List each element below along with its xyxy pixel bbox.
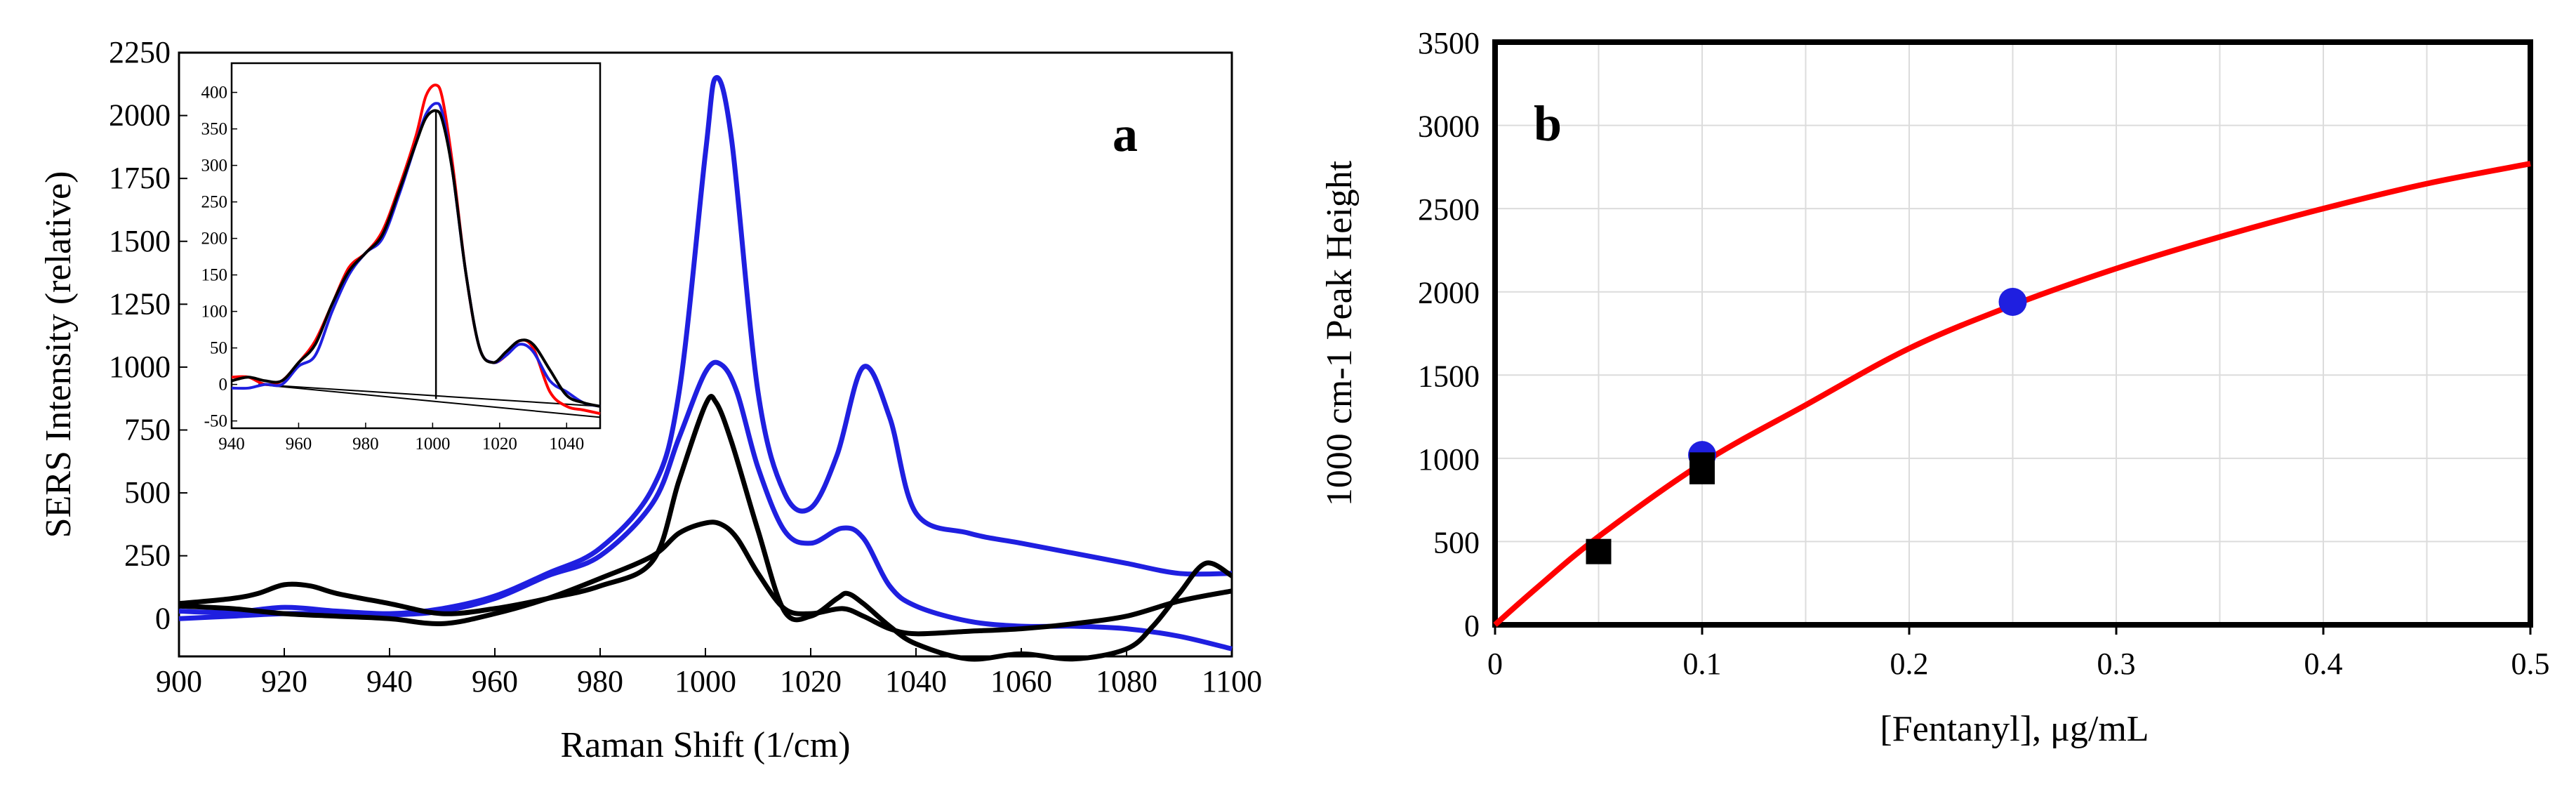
inset-baseline-1 bbox=[258, 383, 601, 418]
inset-y-tick-label: 400 bbox=[201, 84, 228, 102]
panel-b-y-axis-title: 1000 cm-1 Peak Height bbox=[1320, 160, 1360, 506]
inset-x-tick-label: 1000 bbox=[415, 435, 450, 454]
panel-a-x-tick-label: 900 bbox=[156, 664, 202, 699]
inset-y-tick-label: -50 bbox=[204, 412, 227, 431]
panel-a-x-tick-label: 980 bbox=[577, 664, 623, 699]
panel-a-y-tick-label: 2000 bbox=[109, 98, 171, 133]
panel-a-y-tick-label: 1500 bbox=[109, 224, 171, 258]
panel-b-circle-marker bbox=[1998, 287, 2027, 316]
panel-a-y-tick-label: 1000 bbox=[109, 350, 171, 384]
inset-y-tick-label: 50 bbox=[210, 339, 227, 358]
panel-a-y-tick-label: 250 bbox=[124, 538, 171, 573]
panel-b-x-axis-title: [Fentanyl], μg/mL bbox=[1880, 709, 2149, 749]
panel-b-square-marker bbox=[1689, 452, 1715, 478]
panel-b-y-tick-label: 1500 bbox=[1418, 359, 1480, 393]
panel-a-inset: 940 960 980 1000 1020 10404003503002502001501… bbox=[201, 62, 602, 454]
panel-a-series-line-1 bbox=[178, 75, 1233, 616]
inset-y-tick-label: 0 bbox=[219, 376, 228, 395]
panel-a-y-tick-label: 2250 bbox=[109, 35, 171, 70]
panel-a-y-tick-label: 0 bbox=[155, 601, 171, 635]
inset-x-tick-label: 960 bbox=[286, 435, 312, 454]
panel-a-letter: a bbox=[1113, 106, 1138, 162]
panel-b-x-tick-label: 0 bbox=[1487, 647, 1503, 681]
panel-a-y-tick-label: 500 bbox=[124, 475, 171, 510]
panel-a-x-axis-title: Raman Shift (1/cm) bbox=[560, 725, 850, 765]
panel-a-x-tick-label: 1060 bbox=[990, 664, 1052, 699]
panel-b-x-tick-label: 0.1 bbox=[1683, 647, 1722, 681]
panel-b-y-tick-label: 1000 bbox=[1418, 442, 1480, 477]
panel-b-y-tick-label: 3500 bbox=[1418, 26, 1480, 60]
panel-a-x-tick-label: 1040 bbox=[885, 664, 947, 699]
panel-a-x-tick-label: 1100 bbox=[1202, 664, 1262, 699]
inset-y-tick-label: 100 bbox=[201, 303, 228, 322]
panel-b-y-tick-label: 0 bbox=[1464, 609, 1480, 643]
panel-b-square-marker bbox=[1586, 538, 1612, 564]
panel-a-series-line-2 bbox=[178, 359, 1233, 651]
panel-b-x-tick-label: 0.3 bbox=[2097, 647, 2136, 681]
panel-b-y-tick-label: 2500 bbox=[1418, 192, 1480, 227]
panel-a-y-tick-label: 1250 bbox=[109, 286, 171, 321]
inset-y-tick-label: 200 bbox=[201, 230, 228, 249]
inset-y-tick-label: 150 bbox=[201, 266, 228, 285]
panel-b-y-tick-label: 500 bbox=[1433, 525, 1480, 560]
panel-b-y-tick-label: 2000 bbox=[1418, 276, 1480, 310]
panel-b-chart: 0 500 1000 1500 2000 2500 3000 3500 0 0.1 0.2 0.3 0.… bbox=[1320, 26, 2550, 749]
panel-a-x-tick-label: 1000 bbox=[675, 664, 736, 699]
panel-b-x-tick-label: 0.4 bbox=[2304, 647, 2343, 681]
panel-a-y-tick-label: 750 bbox=[124, 413, 171, 447]
inset-baseline-2 bbox=[258, 383, 601, 407]
inset-y-tick-label: 250 bbox=[201, 193, 228, 212]
inset-x-tick-label: 940 bbox=[218, 435, 245, 454]
panel-a-chart: 900 920 940 960 980 1000 1020 1040 1060 1080 11002… bbox=[39, 35, 1262, 765]
inset-y-tick-label: 350 bbox=[201, 120, 228, 139]
panel-b-x-tick-label: 0.5 bbox=[2511, 647, 2550, 681]
panel-b-y-tick-label: 3000 bbox=[1418, 110, 1480, 144]
panel-a-x-tick-label: 1080 bbox=[1096, 664, 1157, 699]
panel-a-y-tick-label: 1750 bbox=[109, 161, 171, 195]
inset-x-tick-label: 980 bbox=[352, 435, 379, 454]
inset-y-tick-label: 300 bbox=[201, 157, 228, 176]
panel-a-x-tick-label: 920 bbox=[261, 664, 307, 699]
panel-b-plot-frame bbox=[1492, 39, 2533, 628]
panel-a-x-tick-label: 1020 bbox=[780, 664, 842, 699]
panel-a-series-line-4 bbox=[178, 520, 1233, 637]
inset-series-line-2 bbox=[231, 102, 601, 408]
panel-b-letter: b bbox=[1534, 95, 1562, 152]
inset-series-line-3 bbox=[231, 109, 601, 408]
inset-x-tick-label: 1040 bbox=[549, 435, 584, 454]
panel-b-x-tick-label: 0.2 bbox=[1890, 647, 1929, 681]
panel-a-x-tick-label: 960 bbox=[472, 664, 518, 699]
inset-x-tick-label: 1020 bbox=[482, 435, 517, 454]
panel-a-y-axis-title: SERS Intensity (relative) bbox=[39, 171, 79, 538]
panel-b-fit-curve bbox=[1493, 161, 2531, 627]
panel-a-series-line-3 bbox=[178, 394, 1233, 662]
panel-a-x-tick-label: 940 bbox=[366, 664, 413, 699]
